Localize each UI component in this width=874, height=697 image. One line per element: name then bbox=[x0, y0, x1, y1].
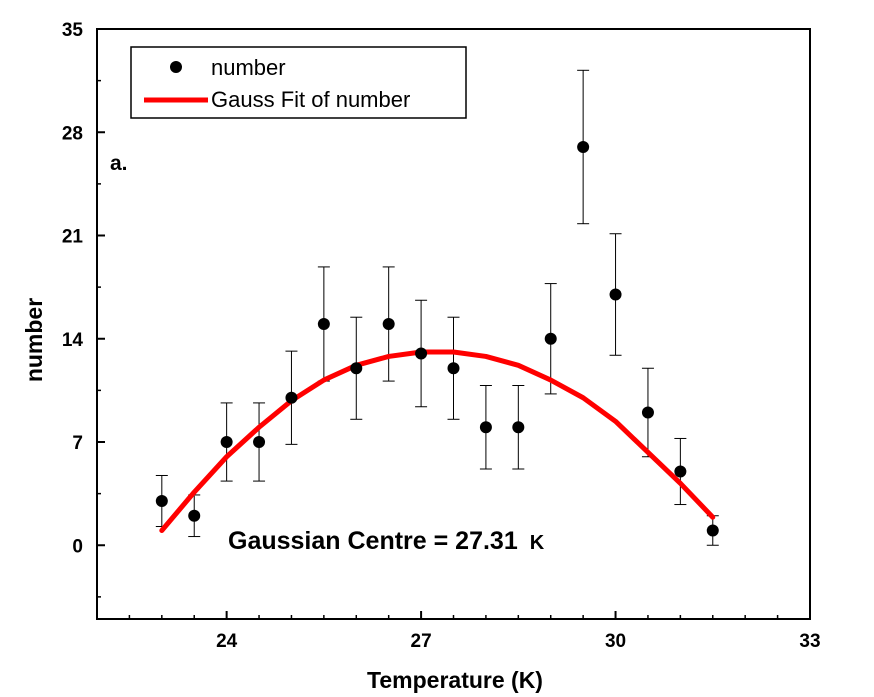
x-tick-label: 24 bbox=[216, 631, 238, 652]
data-point bbox=[382, 318, 395, 330]
data-point bbox=[641, 406, 654, 419]
data-point bbox=[609, 288, 622, 301]
data-point bbox=[706, 524, 719, 537]
data-point bbox=[512, 421, 525, 434]
data-point bbox=[350, 362, 363, 375]
panel-label: a. bbox=[110, 152, 128, 175]
data-point bbox=[415, 347, 428, 360]
legend-label-number: number bbox=[211, 55, 286, 80]
y-tick-label: 0 bbox=[72, 536, 83, 557]
data-point bbox=[285, 391, 298, 404]
data-point bbox=[220, 436, 233, 448]
legend-label-fit: Gauss Fit of number bbox=[211, 87, 410, 112]
y-tick-label: 21 bbox=[62, 227, 84, 248]
data-point bbox=[188, 509, 201, 522]
legend-marker-number bbox=[170, 61, 182, 73]
data-point bbox=[479, 421, 492, 434]
annotation-text: Gaussian Centre = 27.31 bbox=[228, 527, 518, 555]
data-point bbox=[155, 495, 168, 507]
data-point bbox=[447, 362, 460, 375]
gaussian-centre-annotation: Gaussian Centre = 27.31 K bbox=[228, 527, 545, 555]
fit-line-layer bbox=[159, 349, 716, 533]
data-point bbox=[674, 465, 687, 478]
y-tick-label: 35 bbox=[62, 20, 84, 41]
x-tick-label: 33 bbox=[799, 631, 820, 652]
data-point bbox=[253, 436, 266, 448]
data-points bbox=[155, 141, 719, 537]
y-tick-label: 7 bbox=[72, 433, 83, 454]
annotation-unit: K bbox=[530, 532, 545, 554]
x-tick-label: 30 bbox=[605, 631, 626, 652]
y-axis-title: number bbox=[21, 298, 47, 382]
y-tick-label: 28 bbox=[62, 123, 83, 144]
data-point bbox=[317, 318, 330, 330]
legend: number Gauss Fit of number bbox=[130, 46, 467, 119]
gauss-fit-line bbox=[159, 349, 716, 533]
y-tick-label: 14 bbox=[62, 330, 84, 351]
legend-box bbox=[130, 46, 467, 119]
error-bars bbox=[155, 69, 719, 546]
ticks: 24 27 30 33 0 7 14 21 28 35 bbox=[62, 20, 821, 652]
data-point bbox=[577, 141, 590, 153]
data-point bbox=[544, 332, 557, 345]
x-tick-label: 27 bbox=[411, 631, 432, 652]
x-axis-title: Temperature (K) bbox=[367, 667, 543, 693]
